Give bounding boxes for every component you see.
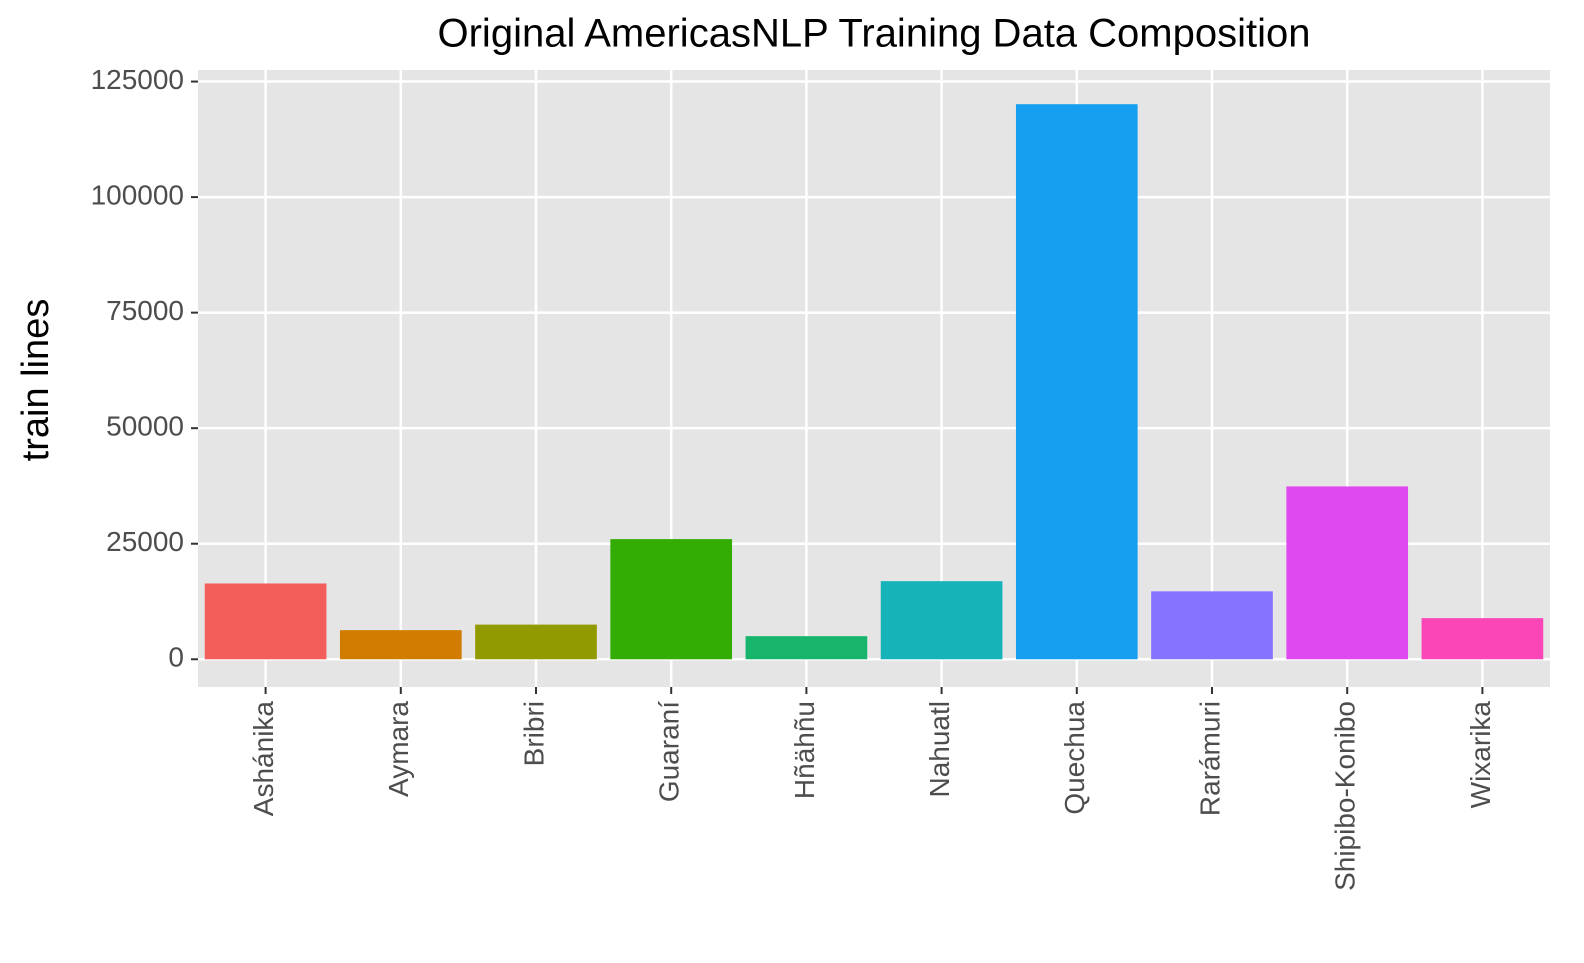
x-tick-label: Aymara	[383, 701, 414, 797]
x-tick-label: Guaraní	[654, 701, 685, 802]
x-tick-label: Bribri	[518, 701, 549, 766]
x-tick-label: Quechua	[1059, 701, 1090, 815]
x-tick-label: Nahuatl	[924, 701, 955, 798]
bar	[880, 581, 1003, 660]
x-tick-label: Rarámuri	[1194, 701, 1225, 816]
bar	[1421, 618, 1544, 660]
x-tick-label: Ashánika	[248, 701, 279, 817]
x-tick-label: Wixarika	[1465, 701, 1496, 809]
y-tick-label: 0	[168, 642, 184, 673]
x-tick-label: Hñähñu	[789, 701, 820, 799]
bar	[745, 636, 868, 660]
y-tick-label: 100000	[91, 179, 184, 210]
bar	[1151, 591, 1273, 660]
y-tick-label: 25000	[106, 526, 184, 557]
chart-title: Original AmericasNLP Training Data Compo…	[438, 12, 1311, 56]
y-tick-label: 75000	[106, 295, 184, 326]
bar	[475, 624, 597, 660]
y-tick-label: 50000	[106, 411, 184, 442]
x-tick-label: Shipibo-Konibo	[1330, 701, 1361, 891]
bar	[1286, 486, 1409, 660]
bar	[610, 539, 733, 660]
bar	[1015, 104, 1138, 660]
y-axis-title: train lines	[15, 299, 57, 462]
y-tick-label: 125000	[91, 64, 184, 95]
bar	[204, 583, 327, 660]
bar	[339, 630, 462, 660]
